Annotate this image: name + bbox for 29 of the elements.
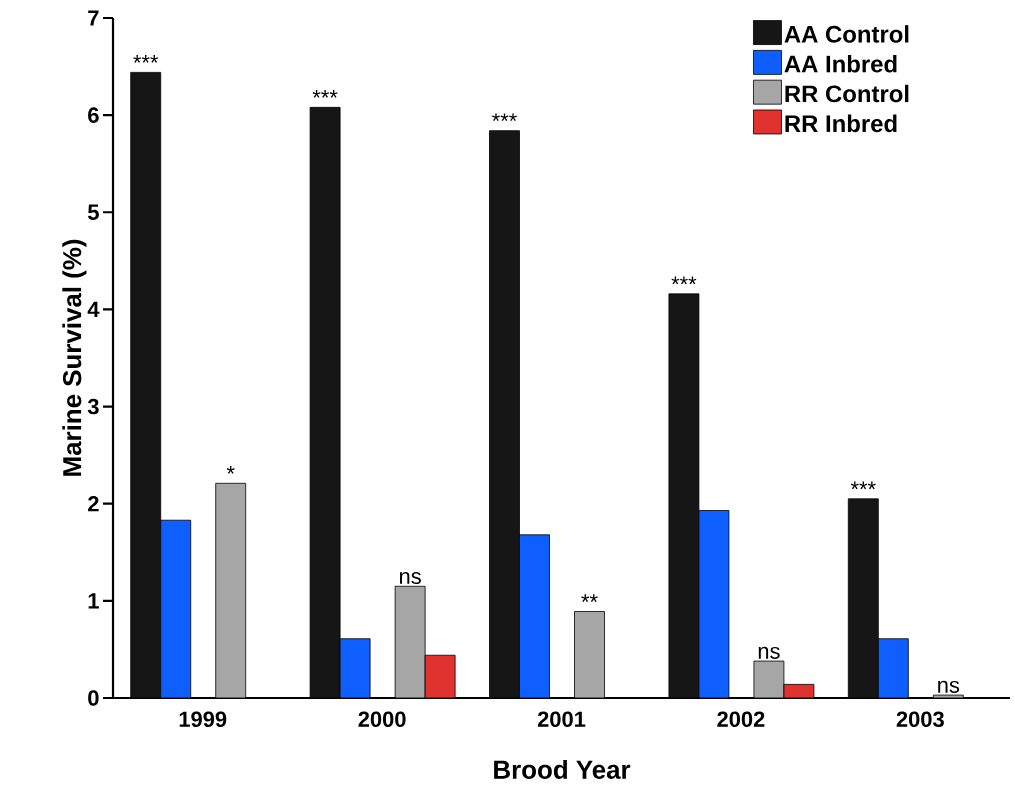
annotation: *** (850, 481, 876, 490)
y-axis-title: Marine Survival (%) (62, 239, 87, 476)
legend-label: RR Control (785, 84, 909, 103)
legend-label: AA Control (784, 25, 909, 43)
x-tick-label: 1999 (179, 711, 227, 728)
y-tick-label: 1 (88, 593, 99, 609)
annotation: *** (312, 90, 338, 98)
y-tick-label: 0 (88, 690, 99, 706)
x-tick-label: 2000 (358, 711, 406, 728)
y-tick-label: 4 (87, 301, 100, 317)
annotation: *** (671, 276, 697, 285)
annotation: ns (938, 680, 960, 693)
annotation: * (226, 466, 235, 474)
annotation: *** (133, 55, 159, 63)
y-tick-label: 3 (87, 398, 99, 415)
annotation: ns (758, 646, 780, 659)
x-tick-label: 2003 (896, 711, 944, 728)
y-tick-label: 5 (87, 204, 99, 220)
legend-label: RR Inbred (785, 114, 897, 133)
x-axis-title: Brood Year (494, 759, 631, 779)
y-tick-label: 7 (88, 10, 99, 26)
annotation: ** (581, 594, 598, 602)
x-tick-label: 2001 (537, 711, 586, 728)
annotation: ns (399, 572, 421, 585)
legend-label: AA Inbred (784, 54, 897, 73)
y-tick-label: 2 (88, 496, 99, 512)
x-tick-label: 2002 (717, 711, 765, 728)
y-tick-label: 6 (88, 107, 99, 123)
annotation: *** (492, 113, 517, 122)
